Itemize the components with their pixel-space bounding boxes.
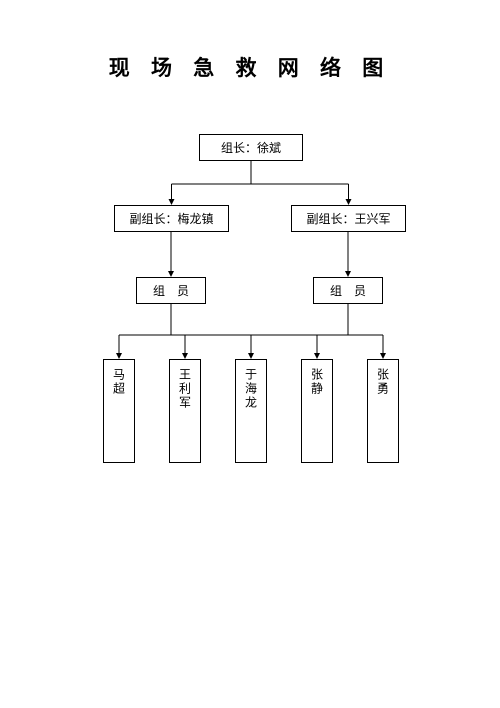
members-label-2: 组 员 bbox=[330, 282, 366, 299]
member-label-3: 于海龙 bbox=[243, 368, 260, 410]
member-box-5: 张勇 bbox=[367, 359, 399, 463]
deputy-box-2: 副组长：王兴军 bbox=[291, 205, 406, 232]
member-label-5: 张勇 bbox=[375, 368, 392, 396]
leader-label: 组长：徐斌 bbox=[221, 139, 281, 156]
leader-box: 组长：徐斌 bbox=[199, 134, 303, 161]
members-box-1: 组 员 bbox=[136, 277, 206, 304]
member-box-2: 王利军 bbox=[169, 359, 201, 463]
member-label-1: 马超 bbox=[111, 368, 128, 396]
deputy-label-1: 副组长：梅龙镇 bbox=[129, 210, 213, 227]
diagram-title: 现 场 急 救 网 络 图 bbox=[0, 52, 500, 82]
members-label-1: 组 员 bbox=[153, 282, 189, 299]
members-box-2: 组 员 bbox=[313, 277, 383, 304]
member-box-3: 于海龙 bbox=[235, 359, 267, 463]
member-label-2: 王利军 bbox=[177, 368, 194, 410]
member-box-4: 张静 bbox=[301, 359, 333, 463]
member-label-4: 张静 bbox=[309, 368, 326, 396]
deputy-label-2: 副组长：王兴军 bbox=[306, 210, 390, 227]
deputy-box-1: 副组长：梅龙镇 bbox=[114, 205, 229, 232]
member-box-1: 马超 bbox=[103, 359, 135, 463]
connector-lines bbox=[0, 0, 500, 708]
